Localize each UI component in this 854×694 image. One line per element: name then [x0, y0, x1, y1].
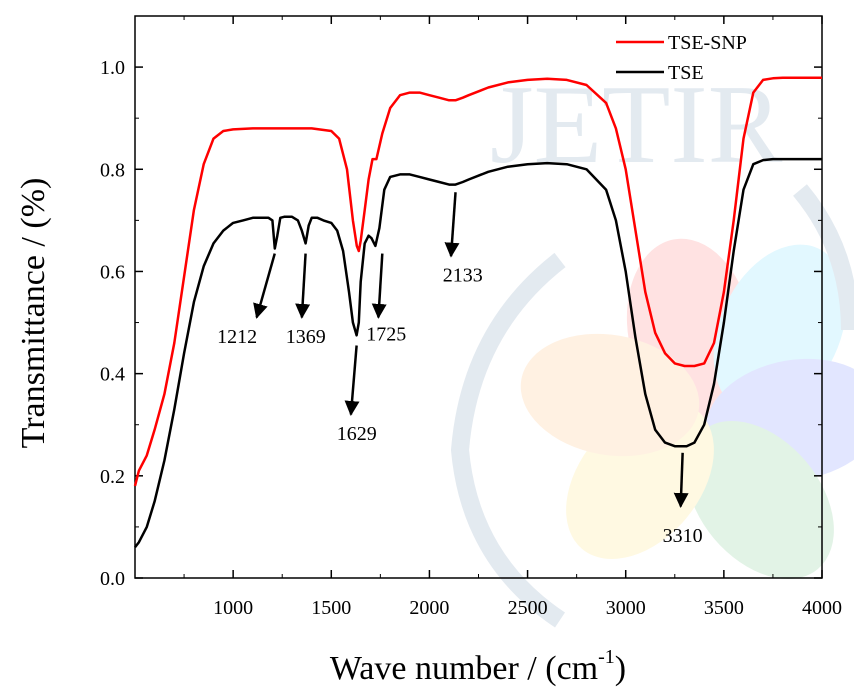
y-tick-label: 0.2 [100, 466, 125, 488]
watermark: JETIR [450, 63, 854, 628]
x-tick-label: 1500 [311, 597, 351, 619]
x-tick-label: 2000 [409, 597, 449, 619]
y-tick-label: 0.8 [100, 159, 125, 181]
watermark-text: JETIR [490, 63, 783, 187]
x-axis-title-main: Wave number / (cm [330, 650, 598, 687]
series-line-tse [134, 157, 822, 549]
y-tick-label: 1.0 [100, 57, 125, 79]
x-tick-label: 1000 [213, 597, 253, 619]
x-tick-label: 3000 [606, 597, 646, 619]
watermark-wreath-left-icon [450, 252, 566, 628]
annotation-label: 1369 [286, 326, 326, 348]
y-tick-label: 0.0 [100, 568, 125, 590]
x-axis-title: Wave number / (cm-1) [330, 646, 626, 687]
y-axis-title: Transmittance / (%) [15, 178, 52, 449]
annotation-label: 1725 [366, 323, 406, 345]
y-tick-label: 0.6 [100, 261, 125, 283]
annotation-arrow [371, 253, 387, 319]
annotation-label: 2133 [443, 265, 483, 287]
x-axis-title-close: ) [615, 650, 626, 687]
annotation-arrow [444, 192, 460, 258]
annotation-label: 3310 [663, 525, 703, 547]
annotation-arrow [673, 452, 689, 508]
x-axis: 1000 1500 2000 2500 3000 3500 4000 [183, 16, 842, 619]
legend: TSE-SNP TSE [616, 32, 747, 84]
legend-label: TSE-SNP [668, 32, 747, 54]
y-tick-label: 0.4 [100, 364, 125, 386]
x-tick-label: 2500 [508, 597, 548, 619]
annotation-arrow [295, 253, 311, 319]
annotation-arrow [253, 253, 276, 319]
x-axis-title-superscript: -1 [598, 646, 615, 668]
series-line-tse-snp [133, 76, 822, 487]
annotations: 1212 1369 1725 1629 2133 3310 [217, 192, 703, 547]
legend-label: TSE [668, 62, 704, 84]
x-tick-label: 3500 [704, 597, 744, 619]
annotation-label: 1212 [217, 326, 257, 348]
annotation-arrow [344, 345, 360, 417]
x-tick-label: 4000 [802, 597, 842, 619]
watermark-wreath-right-icon [793, 184, 854, 331]
series-lines [133, 76, 822, 549]
y-axis: 0.0 0.2 0.4 0.6 0.8 1.0 [100, 15, 822, 590]
watermark-flower-icon [520, 238, 854, 579]
annotation-label: 1629 [337, 423, 377, 445]
